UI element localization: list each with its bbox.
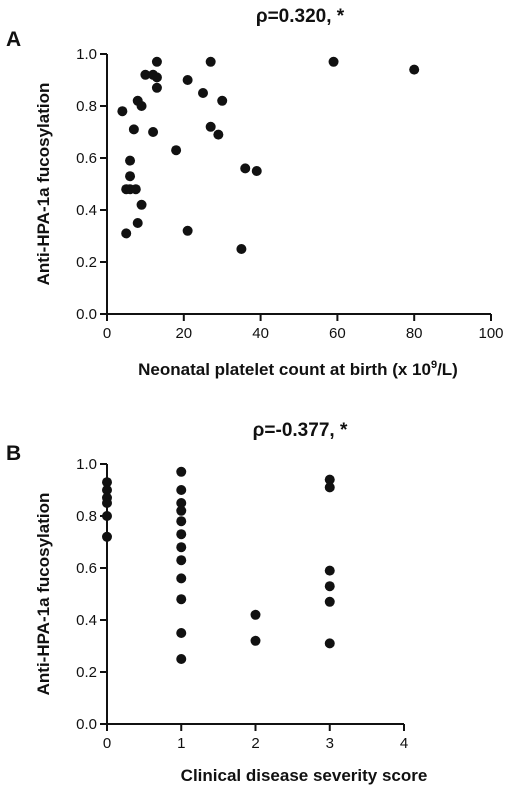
data-point — [102, 477, 112, 488]
data-point — [136, 199, 147, 210]
data-point — [125, 155, 136, 166]
x-tick-label: 2 — [251, 735, 259, 752]
y-tick-label: 0.6 — [76, 150, 97, 167]
data-point — [324, 638, 335, 649]
data-point — [176, 498, 187, 508]
data-point — [151, 82, 162, 93]
data-point — [240, 163, 251, 174]
panel-b-letter: B — [6, 442, 21, 465]
data-point — [171, 145, 182, 156]
x-tick-label: 40 — [252, 325, 269, 342]
data-point — [148, 127, 159, 137]
data-point — [324, 474, 335, 485]
y-tick-label: 0.6 — [76, 560, 97, 577]
data-point — [205, 56, 216, 67]
y-tick-label: 0.8 — [76, 508, 97, 525]
panel-a-x-axis-label: Neonatal platelet count at birth (x 109/… — [138, 359, 458, 379]
panel-b: B ρ=-0.377, * Anti-HPA-1a fucosylation C… — [6, 420, 427, 785]
x-tick-label: 0 — [103, 325, 111, 342]
data-point — [198, 88, 208, 98]
data-point — [151, 72, 162, 83]
data-point — [102, 498, 112, 508]
y-tick-label: 1.0 — [76, 46, 97, 63]
y-tick-label: 0.2 — [76, 664, 97, 681]
data-point — [250, 635, 261, 646]
data-point — [176, 555, 187, 566]
y-tick-label: 0.8 — [76, 98, 97, 115]
x-tick-label: 0 — [103, 735, 111, 752]
x-tick-label: 80 — [406, 325, 423, 342]
data-point — [151, 56, 162, 67]
data-point — [125, 171, 136, 182]
panel-a: A ρ=0.320, * Anti-HPA-1a fucosylation Ne… — [6, 6, 504, 379]
panel-a-title: ρ=0.320, * — [256, 6, 345, 27]
y-tick-label: 0.4 — [76, 612, 97, 629]
data-point — [132, 218, 143, 228]
data-point — [176, 485, 187, 495]
data-point — [128, 124, 139, 135]
panel-a-letter: A — [6, 28, 21, 51]
data-point — [121, 228, 132, 239]
y-tick-label: 0.0 — [76, 716, 97, 733]
panel-b-x-axis-label: Clinical disease severity score — [181, 766, 428, 785]
data-point — [176, 654, 187, 664]
data-point — [217, 95, 228, 106]
data-point — [250, 609, 261, 620]
data-point — [130, 184, 141, 195]
x-tick-label: 1 — [177, 735, 185, 752]
data-point — [213, 129, 224, 140]
data-point — [117, 106, 128, 117]
data-point — [140, 69, 151, 80]
data-point — [176, 505, 187, 516]
data-point — [324, 565, 335, 576]
data-point — [324, 596, 335, 607]
data-point — [176, 529, 187, 540]
x-tick-label: 20 — [175, 325, 192, 342]
x-tick-label: 60 — [329, 325, 346, 342]
data-point — [409, 64, 420, 75]
data-point — [324, 482, 335, 493]
panel-b-y-axis-label: Anti-HPA-1a fucosylation — [34, 493, 53, 696]
data-point — [176, 466, 187, 477]
y-tick-label: 0.4 — [76, 202, 97, 219]
data-point — [176, 594, 187, 605]
data-point — [176, 628, 187, 638]
data-point — [182, 75, 193, 85]
data-point — [328, 56, 339, 67]
y-tick-label: 0.2 — [76, 254, 97, 271]
data-point — [102, 511, 112, 521]
data-point — [176, 573, 187, 584]
panel-b-title: ρ=-0.377, * — [253, 420, 348, 441]
x-tick-label: 3 — [326, 735, 334, 752]
data-point — [205, 121, 216, 132]
data-point — [324, 581, 335, 592]
data-point — [251, 166, 262, 176]
data-point — [102, 485, 112, 495]
data-point — [236, 244, 247, 254]
y-tick-label: 0.0 — [76, 306, 97, 323]
y-tick-label: 1.0 — [76, 456, 97, 473]
data-point — [102, 531, 112, 542]
x-tick-label: 100 — [478, 325, 503, 342]
x-tick-label: 4 — [400, 735, 408, 752]
data-point — [136, 101, 147, 111]
data-point — [182, 225, 193, 236]
data-point — [176, 516, 187, 527]
data-point — [176, 542, 187, 553]
panel-a-y-axis-label: Anti-HPA-1a fucosylation — [34, 83, 53, 286]
